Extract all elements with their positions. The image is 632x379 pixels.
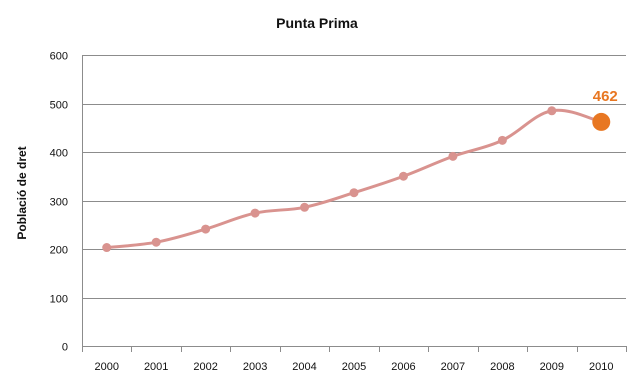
y-tick-label: 200 [50, 245, 68, 257]
x-tick-label: 2002 [193, 361, 217, 373]
x-tick-label: 2001 [144, 361, 168, 373]
series-line [106, 108, 602, 250]
data-point-2003 [250, 208, 260, 218]
gridlines [82, 55, 626, 347]
highlight-point-group: 462 [592, 88, 618, 131]
y-tick-label: 400 [50, 148, 68, 160]
y-tick-label: 300 [50, 197, 68, 209]
data-point-2004 [300, 202, 310, 212]
x-tick-label: 2004 [292, 361, 316, 373]
y-tick-label: 500 [50, 100, 68, 112]
x-tick-label: 2000 [94, 361, 118, 373]
y-tick-label: 0 [62, 342, 68, 354]
data-point-2005 [349, 188, 359, 198]
x-tick-label: 2005 [342, 361, 366, 373]
data-point-2009 [547, 106, 557, 116]
y-axis-ticks: 0 100 200 300 400 500 600 [50, 51, 68, 354]
data-point-2008 [497, 135, 507, 145]
x-tick-label: 2007 [441, 361, 465, 373]
x-tick-label: 2010 [589, 361, 613, 373]
data-point-2007 [448, 151, 458, 161]
x-axis-ticks: 2000 2001 2002 2003 2004 2005 2006 2007 2008 2009… [82, 346, 627, 373]
highlight-point [592, 112, 611, 131]
y-tick-label: 100 [50, 294, 68, 306]
data-point-2002 [201, 224, 211, 234]
x-tick-label: 2008 [490, 361, 514, 373]
data-point-2001 [151, 237, 161, 247]
y-axis-label: Població de dret [15, 146, 29, 239]
x-tick-label: 2006 [391, 361, 415, 373]
data-point-2006 [398, 171, 408, 181]
highlight-value-label: 462 [593, 88, 618, 105]
series-population [102, 106, 602, 253]
chart-title: Punta Prima [276, 15, 358, 31]
x-tick-label: 2009 [540, 361, 564, 373]
x-tick-label: 2003 [243, 361, 267, 373]
data-point-2000 [102, 243, 112, 253]
y-tick-label: 600 [50, 51, 68, 63]
